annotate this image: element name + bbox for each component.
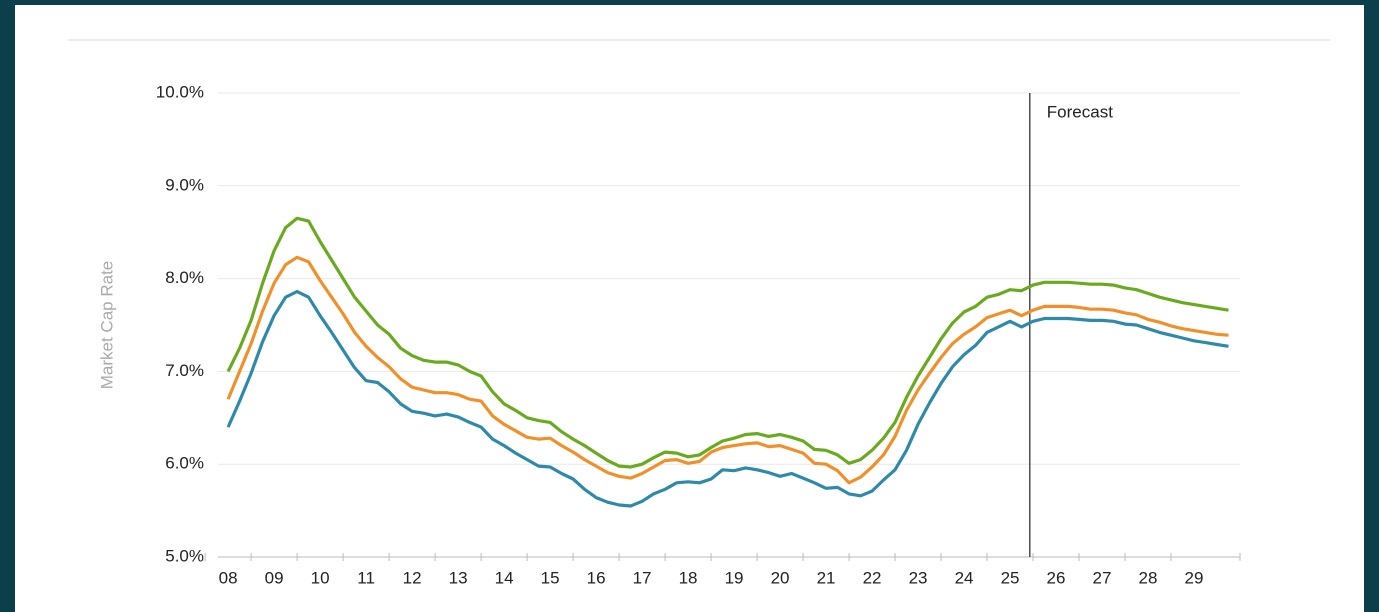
x-tick-label: 29 [1185, 568, 1204, 587]
x-tick-label: 27 [1093, 568, 1112, 587]
y-tick-label: 5.0% [165, 546, 204, 565]
y-tick-label: 8.0% [165, 268, 204, 287]
x-tick-label: 24 [955, 568, 974, 587]
x-tick-label: 23 [909, 568, 928, 587]
x-tick-label: 19 [725, 568, 744, 587]
x-tick-label: 12 [403, 568, 422, 587]
x-tick-label: 26 [1047, 568, 1066, 587]
y-tick-label: 10.0% [156, 82, 204, 101]
x-tick-label: 28 [1139, 568, 1158, 587]
x-tick-label: 09 [265, 568, 284, 587]
series-line [226, 290, 1229, 508]
y-axis-label: Market Cap Rate [97, 261, 116, 390]
y-tick-label: 9.0% [165, 175, 204, 194]
y-tick-label: 6.0% [165, 454, 204, 473]
x-tick-label: 16 [587, 568, 606, 587]
series-line [226, 255, 1229, 485]
x-tick-label: 14 [495, 568, 514, 587]
x-tick-label: 21 [817, 568, 836, 587]
x-tick-label: 13 [449, 568, 468, 587]
annotation: Forecast [1047, 102, 1113, 121]
series-line [226, 216, 1229, 469]
x-tick-label: 15 [541, 568, 560, 587]
x-tick-label: 08 [219, 568, 238, 587]
x-tick-label: 11 [357, 568, 375, 587]
x-tick-label: 18 [679, 568, 698, 587]
y-tick-label: 7.0% [165, 361, 204, 380]
x-tick-label: 17 [633, 568, 652, 587]
x-tick-label: 20 [771, 568, 790, 587]
x-tick-label: 25 [1001, 568, 1020, 587]
x-tick-label: 22 [863, 568, 882, 587]
x-tick-label: 10 [311, 568, 330, 587]
panel [15, 5, 1364, 612]
